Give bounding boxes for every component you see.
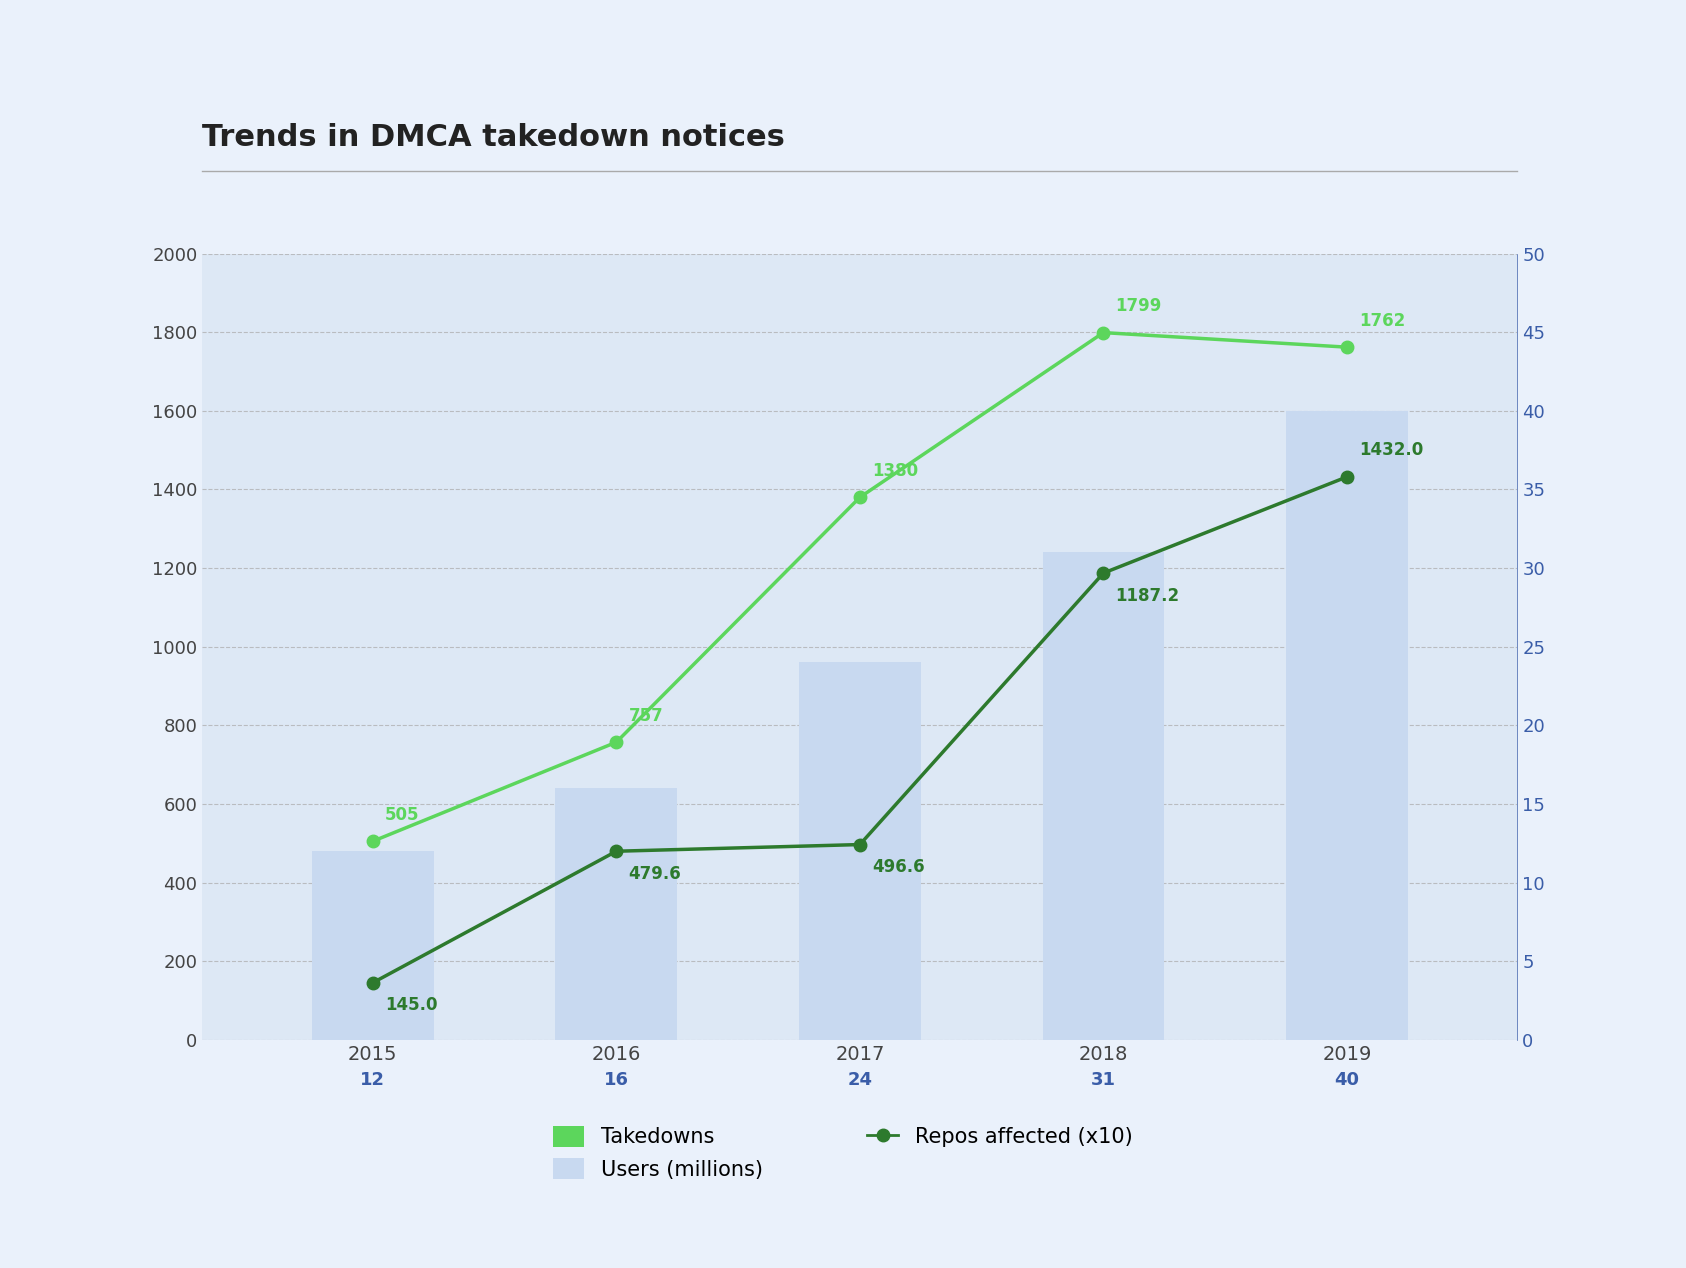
Text: 12: 12: [361, 1071, 386, 1089]
Text: 1762: 1762: [1359, 312, 1406, 330]
Bar: [1286, 411, 1408, 1040]
Text: 1432.0: 1432.0: [1359, 441, 1423, 459]
Text: Trends in DMCA takedown notices: Trends in DMCA takedown notices: [202, 123, 786, 152]
Text: 24: 24: [848, 1071, 872, 1089]
Text: 505: 505: [384, 805, 420, 824]
Text: 16: 16: [604, 1071, 629, 1089]
Bar: [799, 662, 921, 1040]
Text: 479.6: 479.6: [629, 865, 681, 883]
Bar: [555, 789, 678, 1040]
Legend: Takedowns, Users (millions), Repos affected (x10): Takedowns, Users (millions), Repos affec…: [545, 1117, 1141, 1188]
Text: 1380: 1380: [872, 462, 919, 479]
Text: 1187.2: 1187.2: [1116, 587, 1180, 605]
Text: 31: 31: [1091, 1071, 1116, 1089]
Text: 145.0: 145.0: [384, 997, 437, 1014]
Text: 1799: 1799: [1116, 297, 1162, 314]
Text: 40: 40: [1334, 1071, 1359, 1089]
Bar: [312, 851, 433, 1040]
Text: 757: 757: [629, 706, 663, 724]
Text: 496.6: 496.6: [872, 858, 924, 876]
Bar: [1042, 553, 1165, 1040]
